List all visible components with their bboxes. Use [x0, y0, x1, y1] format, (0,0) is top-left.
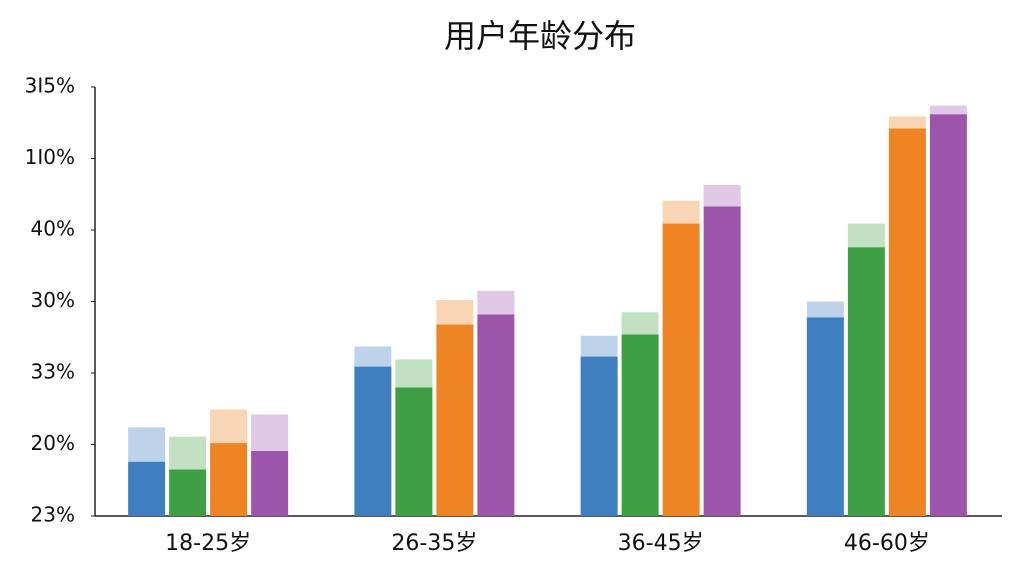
bar: [169, 469, 207, 516]
chart-title: 用户年龄分布: [444, 17, 636, 55]
x-tick-label: 26-35岁: [391, 531, 477, 556]
bar: [703, 184, 741, 207]
bar: [354, 346, 392, 367]
bar: [251, 450, 289, 516]
bar: [210, 443, 248, 516]
y-tick-label: 33%: [31, 360, 75, 384]
bar: [210, 409, 248, 444]
bar: [354, 366, 392, 516]
bar: [806, 301, 844, 318]
bar: [436, 324, 474, 516]
bar: [436, 300, 474, 325]
bar: [395, 387, 433, 516]
x-tick-label: 36-45岁: [618, 531, 704, 556]
x-tick-label: 46-60岁: [844, 531, 930, 556]
y-tick-label: 3I5%: [25, 74, 75, 98]
y-tick-label: 30%: [31, 288, 75, 312]
bar: [621, 312, 659, 335]
bar: [703, 206, 741, 516]
bar: [169, 436, 207, 470]
bar: [128, 461, 166, 516]
bar: [477, 314, 515, 516]
bar: [888, 128, 926, 516]
bar: [929, 105, 967, 115]
bar: [580, 335, 618, 357]
bar: [806, 317, 844, 516]
y-tick-label: 20%: [31, 431, 75, 455]
x-tick-label: 18-25岁: [165, 531, 251, 556]
bar: [621, 334, 659, 516]
bar: [662, 223, 700, 516]
bar: [888, 116, 926, 129]
bar: [847, 247, 885, 516]
bar: [929, 114, 967, 517]
y-tick-label: 40%: [31, 217, 75, 241]
y-tick-label: 1I0%: [25, 145, 75, 169]
bar: [251, 414, 289, 451]
bar: [847, 223, 885, 248]
bar: [477, 290, 515, 315]
bar: [662, 200, 700, 224]
y-tick-label: 23%: [31, 503, 75, 527]
bar: [395, 359, 433, 388]
bar: [580, 356, 618, 516]
bar: [128, 427, 166, 462]
